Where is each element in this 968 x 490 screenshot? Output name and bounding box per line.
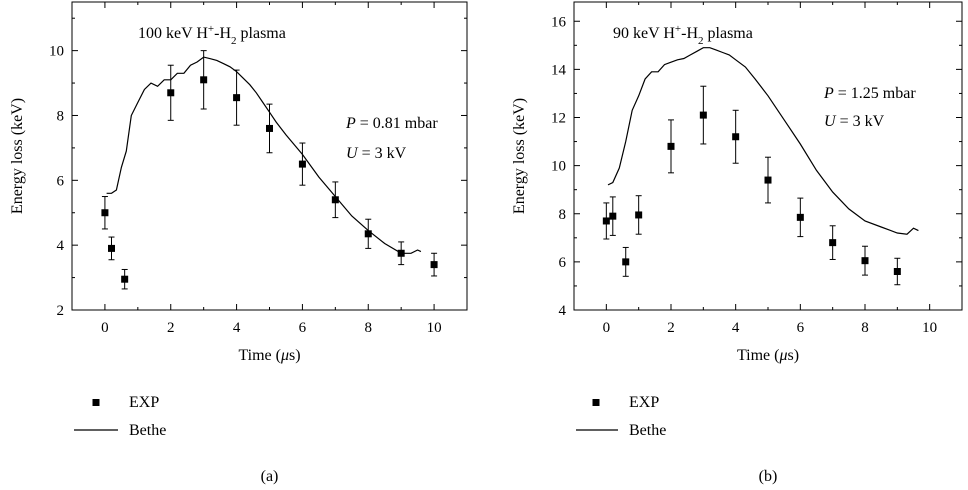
x-tick-label: 10 [427,320,442,336]
data-point [609,212,617,220]
x-axis-label-text-end: s) [788,347,800,364]
legend-label-bethe: Bethe [629,422,666,439]
panel-label: (b) [759,468,778,485]
x-tick-label: 6 [299,320,307,336]
data-point [364,230,372,238]
plot-frame [71,1,468,311]
data-point [893,268,901,275]
chart-title-text-mid: -H [681,25,698,42]
legend-marker-exp [92,399,100,406]
chart-panel-b: 0 2 4 6 8 10 4 6 8 10 12 14 16 Time (μs) Energy loss (… [511,1,963,485]
series-line-bethe [607,47,919,235]
data-point [331,196,339,204]
chart-title-text-end: plasma [237,25,286,42]
data-point [108,244,115,252]
chart-title-text: 100 keV H [138,25,208,42]
annotation-value: = 3 kV [358,145,407,162]
chart-title-text-mid: -H [214,25,231,42]
legend-label-exp: EXP [129,394,159,411]
panel-label: (a) [261,468,279,485]
y-tick-label: 6 [57,173,65,189]
data-point [699,111,707,119]
y-axis-label: Energy loss (keV) [9,98,26,214]
x-axis-label-text: Time ( [737,347,780,364]
chart-title-text-end: plasma [704,25,753,42]
y-tick-label: 4 [559,303,567,319]
chart-title-subscript: 2 [698,35,704,47]
data-point [430,261,438,269]
chart-title-superscript: + [675,23,681,35]
y-tick-label: 2 [57,303,65,319]
x-tick-label: 4 [233,320,241,336]
y-tick-label: 4 [57,238,65,254]
x-tick-label: 0 [603,320,611,336]
y-tick-label: 16 [551,14,567,30]
data-point [622,258,630,266]
x-axis-label-unit-symbol: μ [778,347,787,364]
chart-title: 90 keV H+-H2 plasma [613,23,753,47]
data-point [602,217,610,225]
data-point [635,211,643,219]
chart-panel-a: 0 2 4 6 8 10 2 4 6 8 10 Time (μs) Energy loss (keV) 1… [9,1,468,485]
data-point [266,124,273,132]
x-tick-label: 10 [922,320,937,336]
data-point [167,89,175,97]
annotation-variable: U [346,145,359,162]
data-point [121,275,129,283]
x-axis-label-text-end: s) [289,347,301,364]
x-tick-label: 6 [797,320,805,336]
data-point [764,176,772,184]
y-tick-label: 10 [49,44,64,60]
y-tick-label: 6 [559,255,567,271]
chart-annotation: U = 3 kV [346,145,407,162]
chart-title-text: 90 keV H [613,25,675,42]
y-tick-label: 8 [57,108,65,124]
x-axis-label-text: Time ( [238,347,281,364]
data-point [101,209,109,217]
x-tick-label: 0 [101,320,109,336]
data-point [233,94,241,102]
x-tick-label: 2 [167,320,175,336]
y-axis-label: Energy loss (keV) [511,98,528,214]
chart-annotation: P = 0.81 mbar [345,115,438,132]
series-line-bethe [106,56,422,254]
y-tick-label: 8 [559,207,567,223]
chart-title-superscript: + [208,23,214,35]
legend-marker-exp [592,399,600,406]
data-point [732,133,740,141]
annotation-value: = 1.25 mbar [834,85,917,102]
data-point [829,239,837,247]
x-axis-label: Time (μs) [737,347,799,364]
legend-label-exp: EXP [629,394,659,411]
x-axis-label: Time (μs) [238,347,300,364]
y-tick-label: 12 [551,111,566,127]
annotation-value: = 0.81 mbar [356,115,439,132]
y-tick-label: 10 [551,159,566,175]
plot-frame [573,1,963,311]
x-tick-label: 4 [732,320,740,336]
chart-title: 100 keV H+-H2 plasma [138,23,286,47]
x-axis-label-unit-symbol: μ [280,347,289,364]
chart-title-subscript: 2 [231,35,237,47]
chart-annotation: U = 3 kV [824,113,885,130]
data-point [298,160,306,168]
annotation-value: = 3 kV [836,113,885,130]
data-point [796,213,804,221]
data-point [667,142,675,150]
y-tick-label: 14 [551,62,567,78]
x-tick-label: 8 [365,320,373,336]
annotation-variable: P [823,85,834,102]
legend-label-bethe: Bethe [129,422,166,439]
annotation-variable: U [824,113,837,130]
x-tick-label: 8 [861,320,869,336]
chart-annotation: P = 1.25 mbar [823,85,916,102]
data-point [861,257,869,265]
annotation-variable: P [345,115,356,132]
x-tick-label: 2 [667,320,675,336]
data-point [200,76,208,84]
